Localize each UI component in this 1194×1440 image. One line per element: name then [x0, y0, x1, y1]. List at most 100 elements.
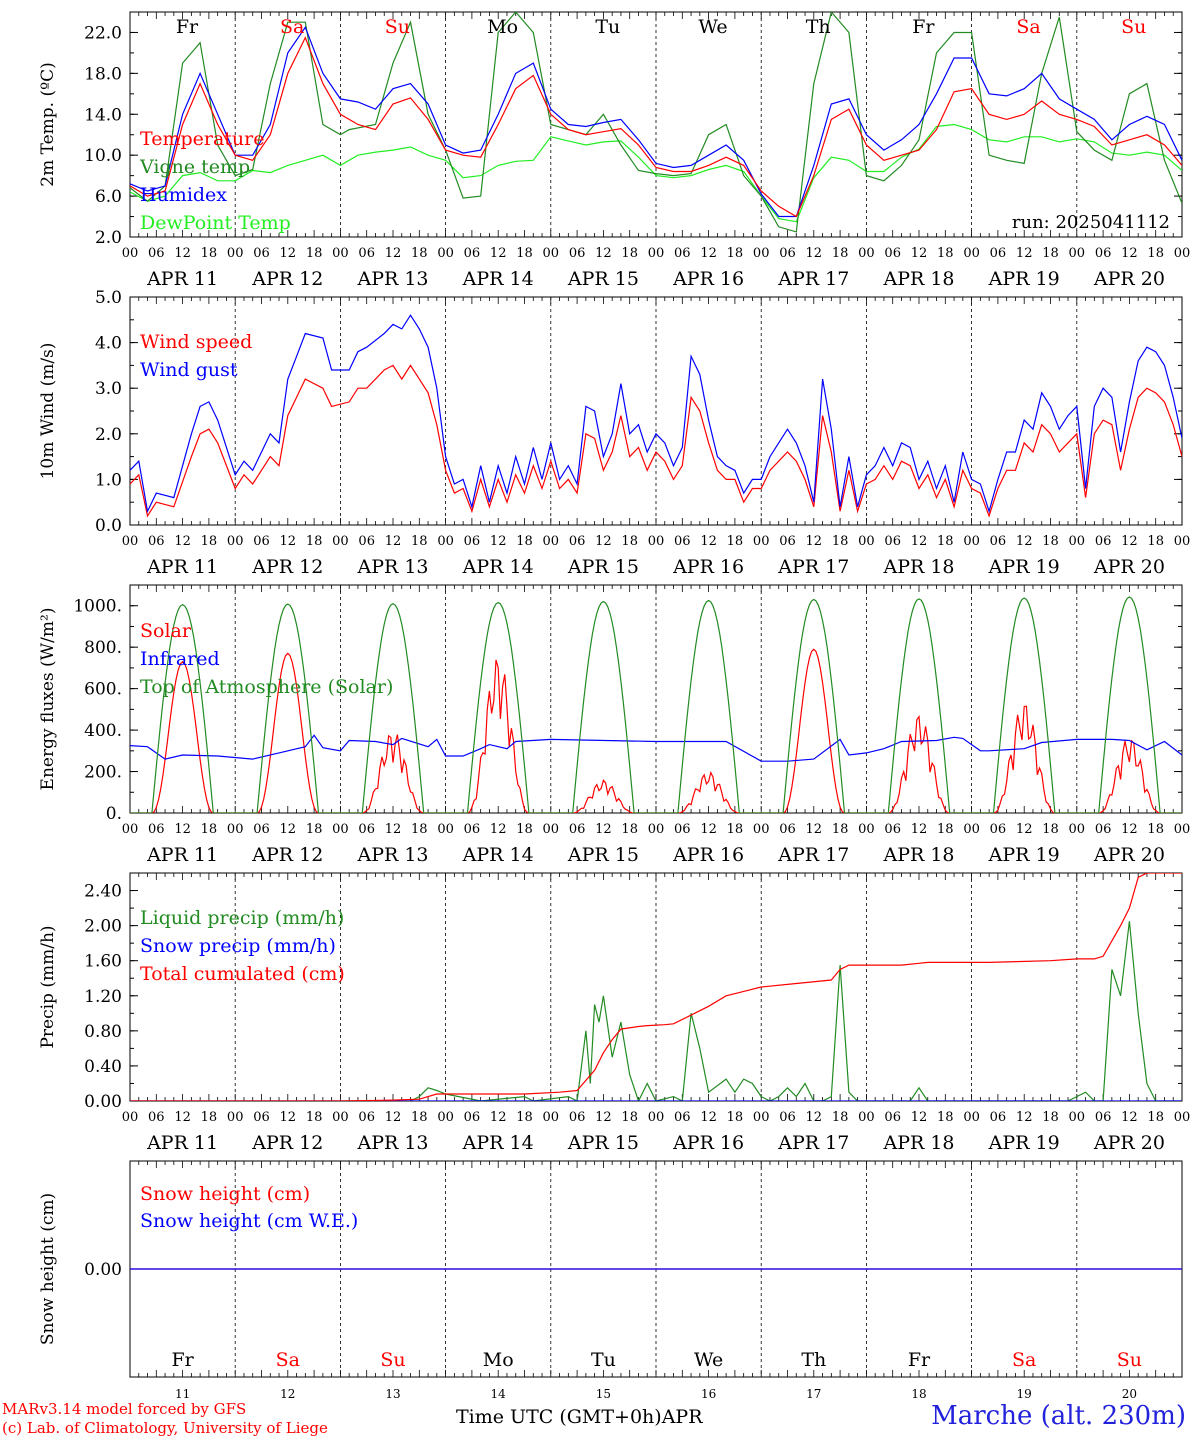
hour-tick-label: 00 [332, 534, 349, 549]
y-tick-label: 2.0 [95, 228, 122, 248]
hour-tick-label: 12 [385, 534, 402, 549]
hour-tick-label: 00 [543, 246, 560, 261]
legend-entry: Snow height (cm) [140, 1183, 310, 1205]
hour-tick-label: 12 [1121, 1110, 1138, 1125]
y-tick-label: 1.0 [95, 470, 122, 490]
hour-tick-label: 00 [227, 246, 244, 261]
y-tick-label: 1.20 [84, 987, 122, 1007]
hour-tick-label: 06 [779, 822, 796, 837]
hour-tick-label: 12 [280, 822, 297, 837]
hour-tick-label: 06 [148, 822, 165, 837]
y-tick-label: 2.40 [84, 882, 122, 902]
hour-tick-label: 12 [1121, 822, 1138, 837]
hour-tick-label: 00 [122, 1110, 139, 1125]
day-number-label: 20 [1122, 1387, 1137, 1401]
y-tick-label: 0.40 [84, 1057, 122, 1077]
date-label: APR 19 [988, 556, 1060, 578]
hour-tick-label: 06 [990, 246, 1007, 261]
hour-tick-label: 06 [253, 534, 270, 549]
y-tick-label: 22.0 [84, 23, 122, 43]
hour-tick-label: 18 [1147, 246, 1164, 261]
hour-tick-label: 06 [569, 246, 586, 261]
series-line [130, 123, 1182, 223]
hour-tick-label: 18 [1042, 1110, 1059, 1125]
hour-tick-label: 00 [543, 822, 560, 837]
weekday-label: Th [806, 16, 831, 38]
series-line [130, 12, 1182, 233]
hour-tick-label: 06 [464, 534, 481, 549]
series-line [130, 648, 1182, 813]
y-tick-label: 0.80 [84, 1022, 122, 1042]
hour-tick-label: 18 [727, 246, 744, 261]
hour-tick-label: 18 [411, 822, 428, 837]
hour-tick-label: 00 [1069, 534, 1086, 549]
date-label: APR 15 [567, 844, 639, 866]
hour-tick-label: 18 [516, 1110, 533, 1125]
hour-tick-label: 06 [464, 1110, 481, 1125]
date-label: APR 18 [882, 1132, 954, 1154]
hour-tick-label: 18 [621, 1110, 638, 1125]
weekday-label-bottom: Th [801, 1349, 826, 1371]
hour-tick-label: 12 [385, 246, 402, 261]
hour-tick-label: 12 [700, 534, 717, 549]
series-line [130, 364, 1182, 518]
y-tick-label: 1.60 [84, 952, 122, 972]
date-label: APR 11 [146, 844, 218, 866]
date-label: APR 16 [672, 844, 744, 866]
hour-tick-label: 18 [411, 1110, 428, 1125]
hour-tick-label: 12 [280, 246, 297, 261]
hour-tick-label: 00 [543, 534, 560, 549]
y-tick-label: 600. [84, 680, 122, 700]
date-label: APR 16 [672, 268, 744, 290]
hour-tick-label: 00 [963, 1110, 980, 1125]
hour-tick-label: 12 [806, 822, 823, 837]
hour-tick-label: 18 [621, 246, 638, 261]
hour-tick-label: 00 [437, 1110, 454, 1125]
hour-tick-label: 18 [201, 822, 218, 837]
y-tick-label: 0. [106, 804, 122, 824]
hour-tick-label: 18 [937, 534, 954, 549]
hour-tick-label: 12 [700, 1110, 717, 1125]
hour-tick-label: 00 [858, 1110, 875, 1125]
hour-tick-label: 12 [595, 246, 612, 261]
legend-entry: Vigne temp [139, 156, 250, 178]
hour-tick-label: 00 [858, 822, 875, 837]
y-tick-label: 3.0 [95, 379, 122, 399]
hour-tick-label: 12 [280, 534, 297, 549]
panel-flux: 00 06 12 18 00 06 12 18 00 06 12 18 00 06 12 18 00 06 12 18… [38, 584, 1190, 866]
hour-tick-label: 06 [253, 1110, 270, 1125]
hour-tick-label: 06 [1095, 246, 1112, 261]
hour-tick-label: 12 [911, 534, 928, 549]
hour-tick-label: 00 [437, 822, 454, 837]
day-number-label: 13 [385, 1387, 400, 1401]
date-label: APR 19 [988, 844, 1060, 866]
hour-tick-label: 00 [332, 246, 349, 261]
hour-tick-label: 18 [621, 822, 638, 837]
legend-entry: Wind gust [140, 359, 238, 381]
legend-entry: Total cumulated (cm) [140, 963, 345, 985]
y-tick-label: 400. [84, 721, 122, 741]
weekday-label-bottom: Sa [276, 1349, 300, 1371]
legend-entry: Wind speed [140, 331, 252, 353]
hour-tick-label: 12 [174, 1110, 191, 1125]
hour-tick-label: 00 [753, 246, 770, 261]
date-label: APR 17 [777, 268, 849, 290]
hour-tick-label: 18 [937, 822, 954, 837]
date-label: APR 13 [356, 556, 428, 578]
hour-tick-label: 18 [832, 246, 849, 261]
hour-tick-label: 06 [569, 822, 586, 837]
date-label: APR 11 [146, 1132, 218, 1154]
date-label: APR 18 [882, 268, 954, 290]
hour-tick-label: 06 [990, 534, 1007, 549]
hour-tick-label: 06 [779, 534, 796, 549]
y-tick-label: 0.0 [95, 516, 122, 536]
legend-entry: Snow height (cm W.E.) [140, 1210, 358, 1232]
hour-tick-label: 18 [306, 1110, 323, 1125]
hour-tick-label: 18 [832, 1110, 849, 1125]
weekday-label: Tu [595, 16, 620, 38]
hour-tick-label: 06 [1095, 534, 1112, 549]
hour-tick-label: 12 [1016, 246, 1033, 261]
hour-tick-label: 06 [253, 246, 270, 261]
date-label: APR 20 [1093, 556, 1165, 578]
hour-tick-label: 12 [911, 1110, 928, 1125]
